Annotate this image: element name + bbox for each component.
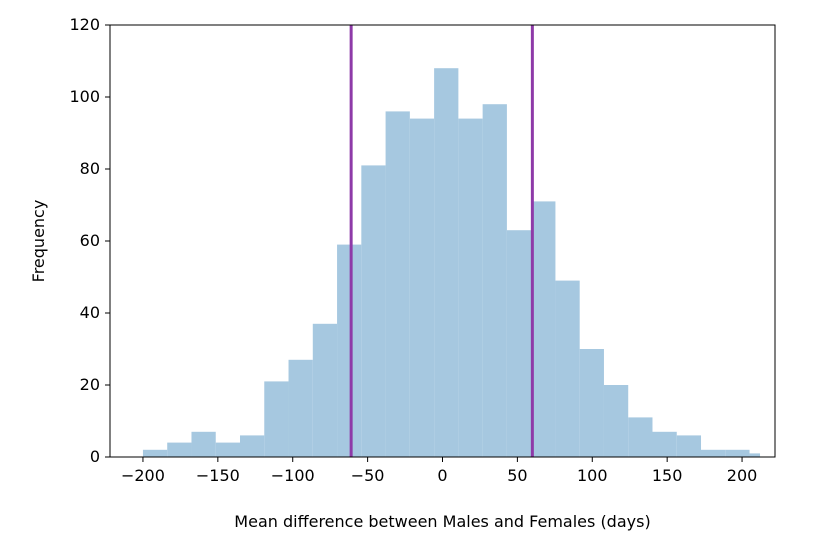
histogram-bar-16 <box>531 201 556 457</box>
histogram-bar-0 <box>142 449 168 457</box>
y-tick-label: 100 <box>69 87 100 106</box>
histogram-bar-9 <box>361 165 386 457</box>
histogram-bar-5 <box>264 381 289 457</box>
histogram-bar-18 <box>579 349 604 457</box>
histogram-bar-25 <box>749 453 761 457</box>
histogram-bar-17 <box>555 280 580 457</box>
histogram-bar-1 <box>167 442 192 457</box>
histogram-bar-8 <box>337 244 362 457</box>
y-tick-label: 40 <box>80 303 100 322</box>
histogram-bar-4 <box>240 435 265 457</box>
histogram-bar-14 <box>482 104 507 457</box>
histogram-bar-20 <box>628 417 653 457</box>
bars-layer <box>142 68 761 458</box>
x-tick-label: 100 <box>577 466 608 485</box>
histogram-bar-11 <box>409 118 435 457</box>
y-tick-label: 20 <box>80 375 100 394</box>
x-tick-label: 0 <box>437 466 447 485</box>
x-tick-label: −100 <box>271 466 315 485</box>
y-tick-label: 0 <box>90 447 100 466</box>
y-axis-label: Frequency <box>29 200 48 283</box>
histogram-bar-13 <box>458 118 483 457</box>
histogram-bar-6 <box>288 359 313 457</box>
histogram-bar-15 <box>506 230 532 457</box>
x-tick-label: −50 <box>351 466 385 485</box>
y-tick-label: 60 <box>80 231 100 250</box>
x-tick-label: 200 <box>727 466 758 485</box>
histogram-bar-7 <box>312 323 338 457</box>
histogram-bar-24 <box>725 449 750 457</box>
histogram-bar-10 <box>385 111 410 458</box>
x-axis-label: Mean difference between Males and Female… <box>234 512 650 531</box>
y-tick-label: 120 <box>69 15 100 34</box>
histogram-bar-21 <box>652 431 677 457</box>
x-axis-ticks: −200 −150 −100 −50 0 50 100 150 200 <box>121 457 757 485</box>
y-tick-label: 80 <box>80 159 100 178</box>
histogram-bar-22 <box>676 435 702 457</box>
histogram-bar-2 <box>191 431 216 457</box>
y-axis-ticks: 0 20 40 60 80 100 120 <box>69 15 110 466</box>
histogram-bar-19 <box>603 385 629 457</box>
x-tick-label: 50 <box>507 466 527 485</box>
x-tick-label: −150 <box>196 466 240 485</box>
histogram-bar-23 <box>701 449 726 457</box>
histogram-bar-3 <box>215 442 241 457</box>
x-tick-label: 150 <box>652 466 683 485</box>
x-tick-label: −200 <box>121 466 165 485</box>
reference-lines-layer <box>349 25 534 457</box>
histogram-bar-12 <box>434 68 459 457</box>
